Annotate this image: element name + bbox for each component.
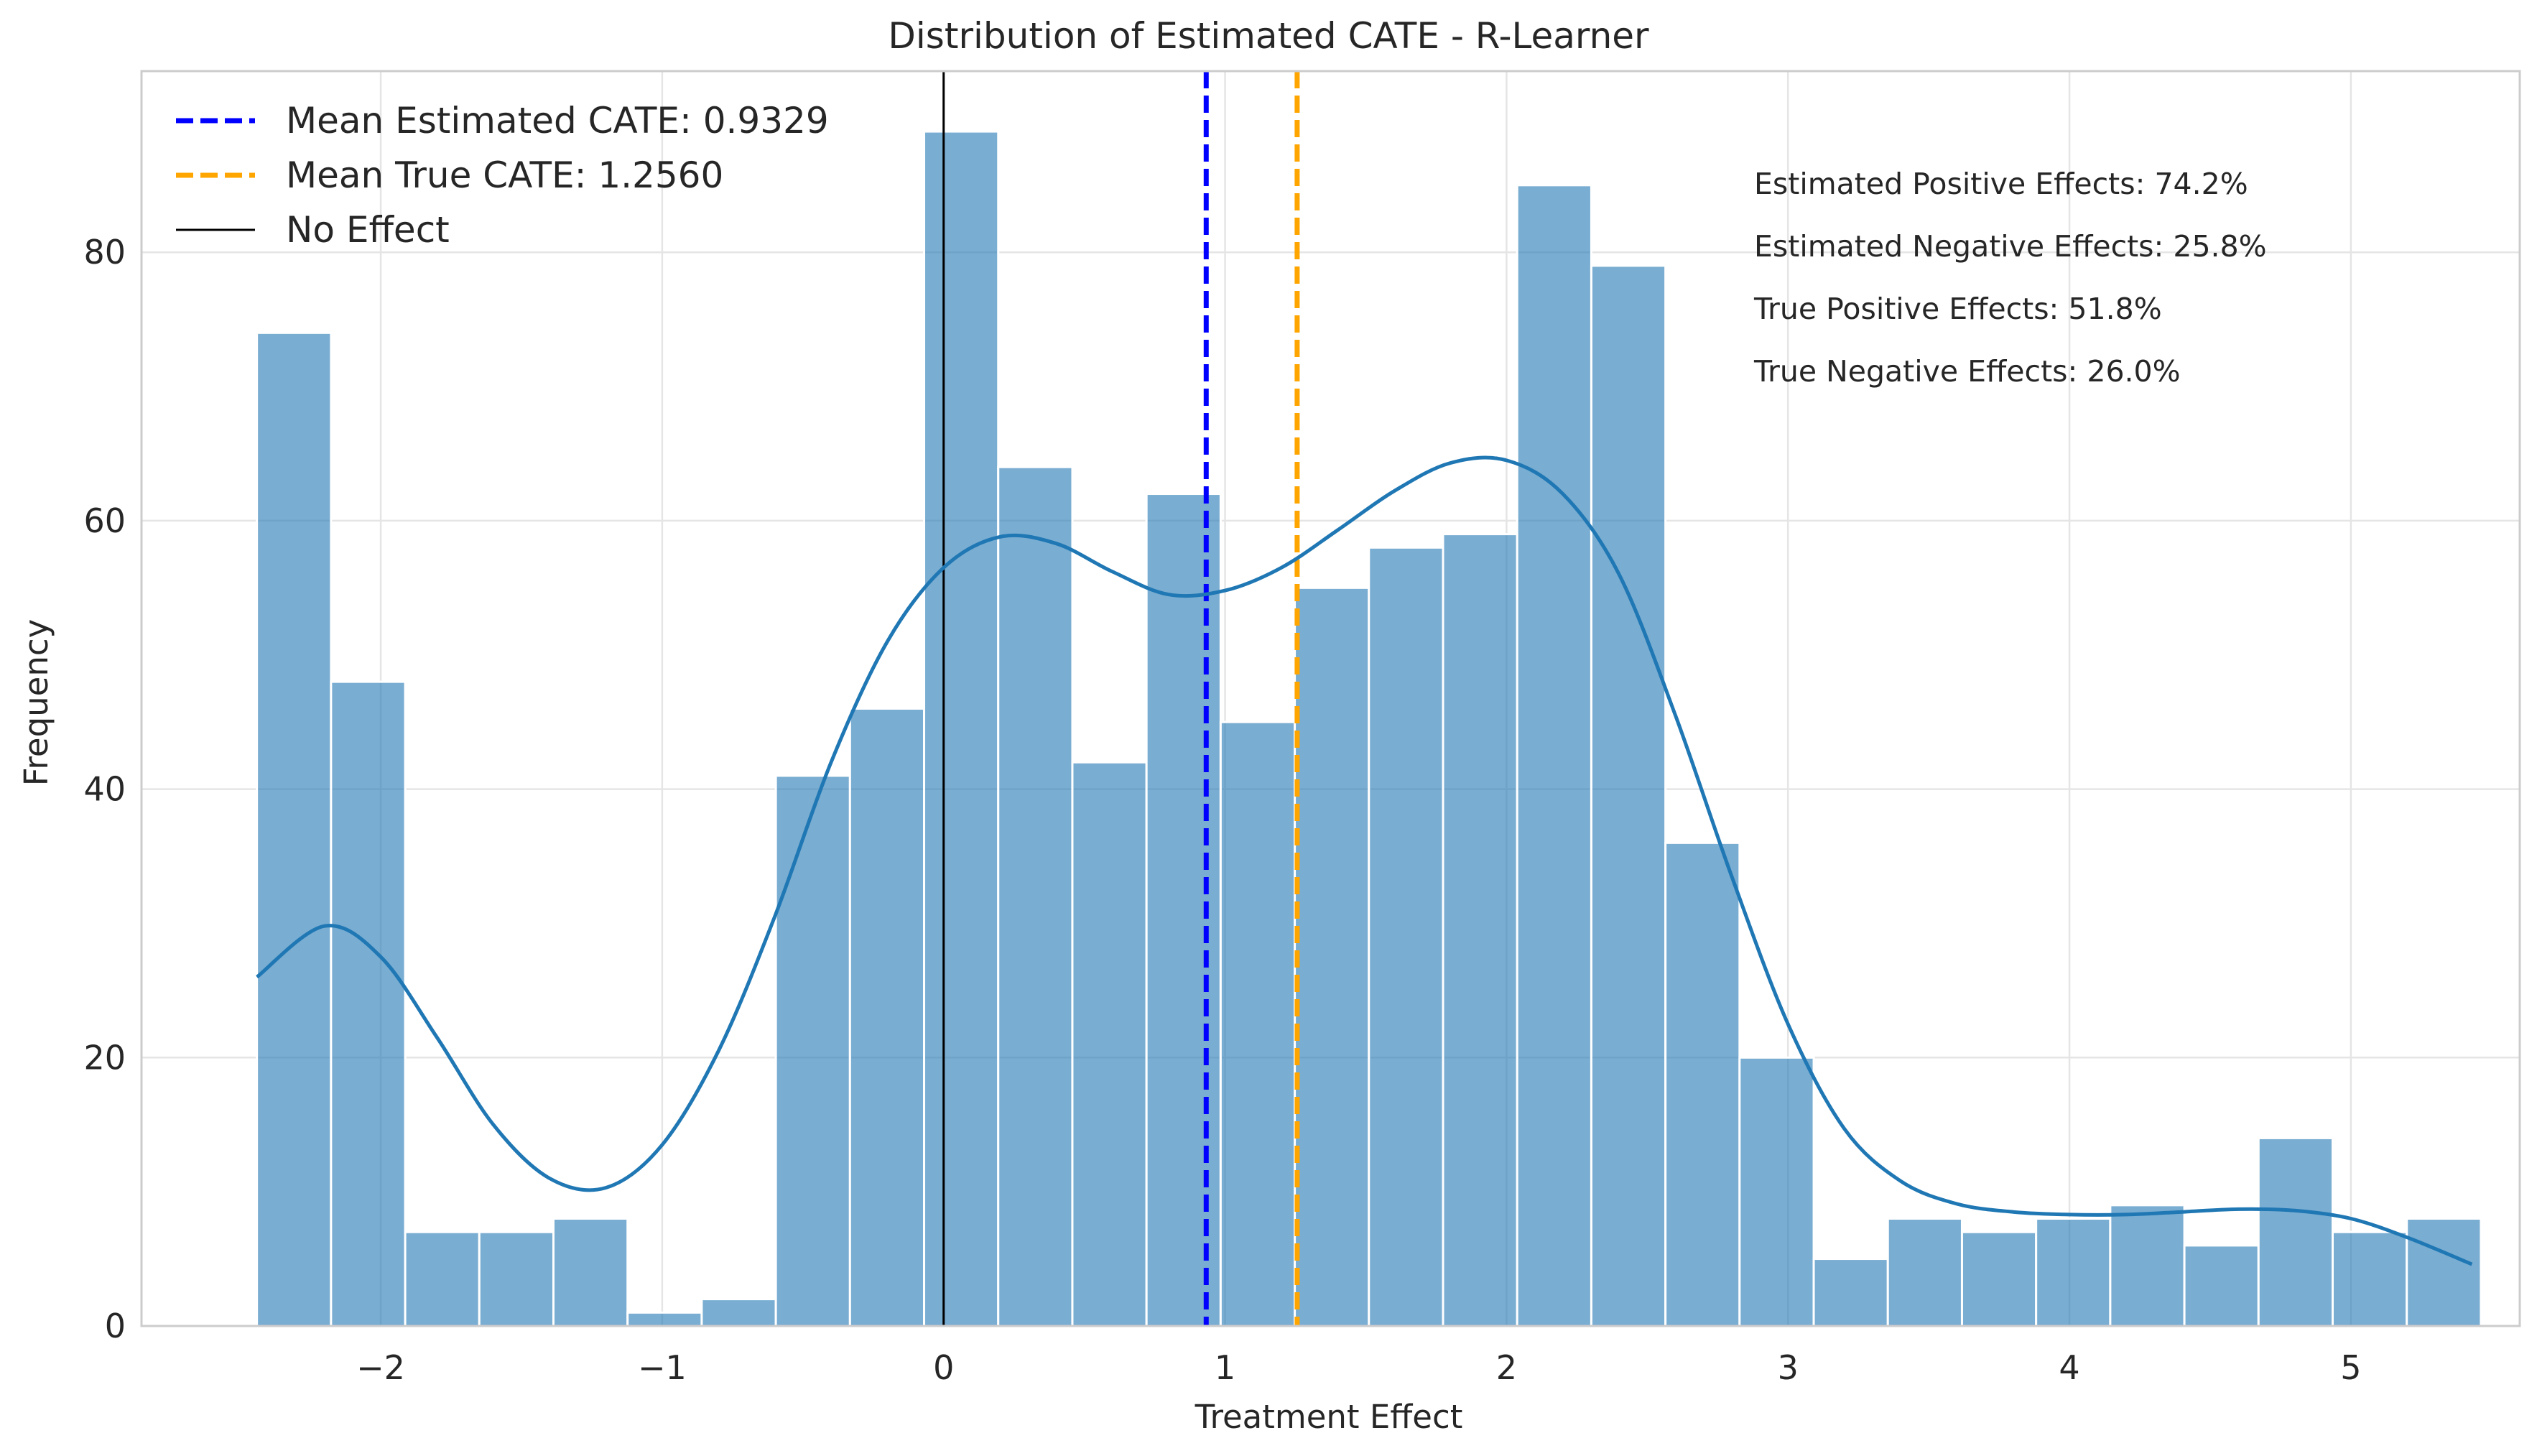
histogram-bar [923,130,1000,1327]
histogram-bar [256,331,333,1327]
reference-lines [942,71,1300,1326]
histogram-bar [1294,586,1370,1327]
histogram-bar [2332,1230,2408,1327]
effect-annotations: Estimated Positive Effects: 74.2% Estima… [1753,167,2267,389]
histogram-bar [848,708,926,1327]
annotation-true-negative: True Negative Effects: 26.0% [1753,354,2181,389]
histogram-bar [1738,1056,1815,1327]
legend-label-no-effect: No Effect [286,209,450,251]
histogram-bar [1812,1258,1889,1327]
x-tick-label: 4 [2059,1348,2079,1387]
annotation-true-positive: True Positive Effects: 51.8% [1753,292,2162,326]
histogram-bars [256,130,2482,1327]
tick-labels: −2 −1 0 1 2 3 4 5 0 20 40 60 80 [83,233,2361,1387]
histogram-bar [626,1311,703,1327]
histogram-bar [552,1218,629,1327]
plot-frame [140,70,2521,1327]
histogram-bar [2035,1218,2112,1327]
histogram-bar [1664,841,1741,1327]
y-tick-label: 60 [83,501,126,540]
kde-curve-layer [256,455,2473,1266]
x-tick-label: −2 [356,1348,405,1387]
histogram-bar [1145,493,1222,1327]
annotation-estimated-positive: Estimated Positive Effects: 74.2% [1754,167,2248,201]
x-axis-label: Treatment Effect [1195,1398,1463,1436]
histogram-bar [2109,1204,2186,1327]
chart-title: Distribution of Estimated CATE - R-Learn… [888,15,1649,57]
histogram-bar [1960,1230,2038,1327]
histogram-bar [1071,761,1148,1327]
legend-label-mean-estimated: Mean Estimated CATE: 0.9329 [286,100,829,142]
histogram-bar [1368,546,1444,1327]
histogram-bar [1886,1218,1963,1327]
x-tick-label: −1 [638,1348,687,1387]
y-tick-label: 80 [83,233,126,272]
histogram-bar [1442,533,1518,1327]
y-axis-label: Frequency [17,619,55,786]
annotation-estimated-negative: Estimated Negative Effects: 25.8% [1754,229,2267,264]
histogram-bar [1219,720,1297,1327]
x-tick-label: 5 [2340,1348,2361,1387]
histogram-bar [330,680,407,1327]
histogram-bar [1516,184,1592,1327]
histogram-bar [2183,1244,2260,1327]
y-tick-label: 0 [105,1307,126,1345]
histogram-bar [2257,1136,2334,1327]
histogram-bar [478,1230,555,1327]
histogram-bar [404,1230,481,1327]
x-tick-label: 1 [1215,1348,1235,1387]
y-tick-label: 40 [83,770,126,809]
y-tick-label: 20 [83,1038,126,1077]
legend-label-mean-true: Mean True CATE: 1.2560 [286,154,723,196]
histogram-bar [774,774,851,1327]
histogram-bar [2406,1218,2482,1327]
histogram-bar [700,1298,777,1327]
legend: Mean Estimated CATE: 0.9329 Mean True CA… [176,100,829,251]
histogram-bar [997,465,1074,1327]
x-tick-label: 0 [933,1348,954,1387]
x-tick-label: 3 [1778,1348,1799,1387]
x-tick-label: 2 [1496,1348,1517,1387]
kde-curve [256,455,2473,1266]
histogram-bar [1590,264,1667,1327]
